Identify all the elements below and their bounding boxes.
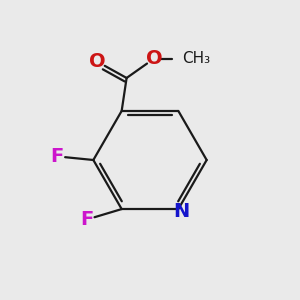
- Text: F: F: [50, 147, 64, 166]
- Text: O: O: [89, 52, 106, 71]
- Text: F: F: [80, 210, 93, 229]
- Text: O: O: [146, 49, 162, 68]
- Text: N: N: [173, 202, 189, 221]
- Text: CH₃: CH₃: [182, 51, 210, 66]
